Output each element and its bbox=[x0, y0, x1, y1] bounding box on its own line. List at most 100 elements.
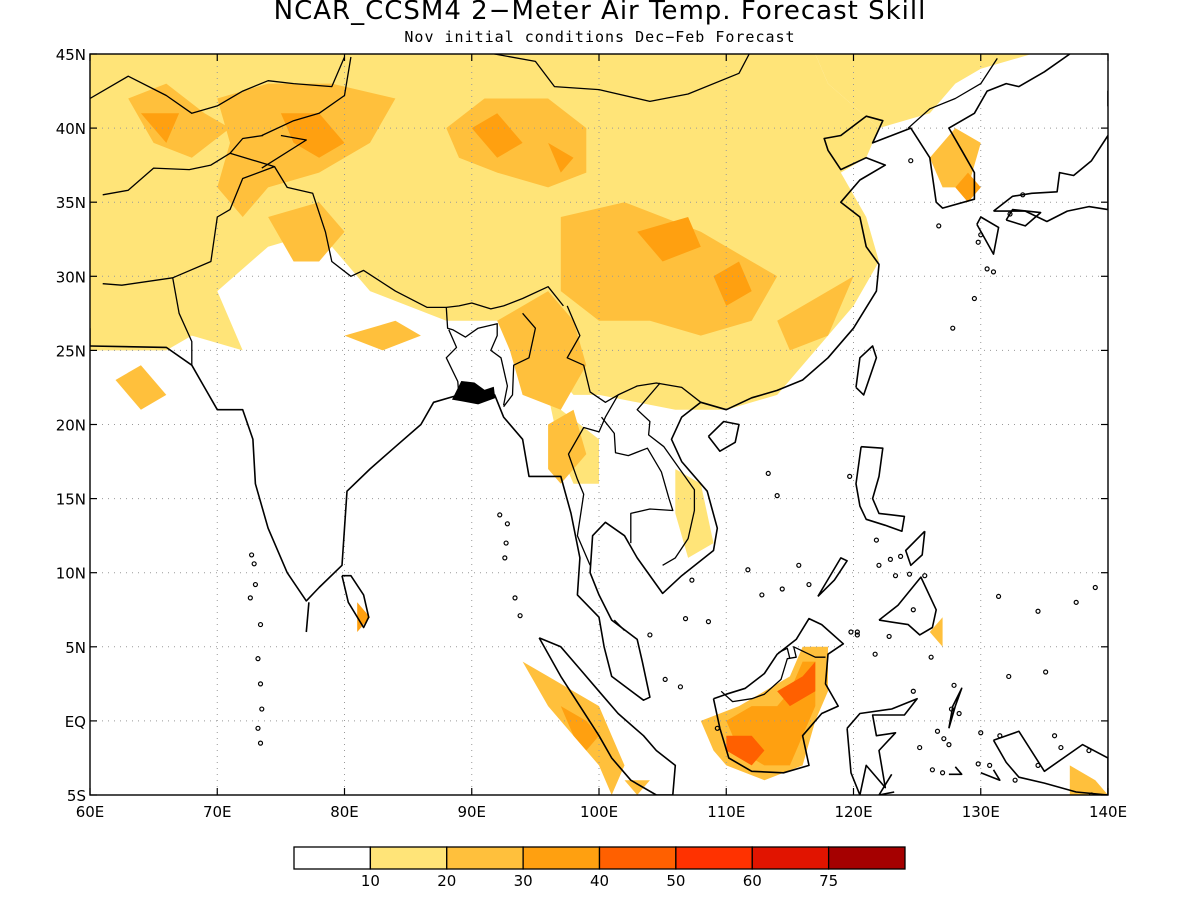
country-border bbox=[636, 382, 696, 566]
island-mark bbox=[504, 521, 510, 527]
island-mark bbox=[647, 632, 653, 638]
country-border bbox=[613, 619, 625, 631]
filled-water-layer bbox=[451, 380, 496, 405]
country-border bbox=[720, 646, 826, 703]
island-mark bbox=[662, 676, 668, 683]
axis-ticks: 60E 70E 80E 90E 100E 110E 120E 130E 140E 45N 40N 35… bbox=[56, 46, 1127, 821]
coastline bbox=[846, 697, 918, 795]
island-mark bbox=[971, 295, 977, 302]
island-mark bbox=[255, 725, 261, 731]
island-mark bbox=[249, 552, 255, 558]
island-mark bbox=[714, 725, 720, 731]
island-mark bbox=[922, 573, 928, 579]
colorbar-swatch bbox=[522, 846, 601, 870]
lat-tick-label: 5N bbox=[65, 639, 86, 657]
island-mark bbox=[995, 593, 1002, 600]
skill-region-level-3 bbox=[560, 706, 599, 751]
colorbar-label: 40 bbox=[590, 872, 609, 890]
colorbar: 10 20 30 40 50 60 75 bbox=[293, 846, 906, 890]
island-mark bbox=[257, 681, 264, 687]
island-mark bbox=[941, 736, 947, 742]
coastline bbox=[305, 602, 310, 633]
lat-tick-label: 5S bbox=[67, 787, 86, 805]
skill-region-level-2 bbox=[929, 128, 981, 188]
coastline bbox=[855, 445, 906, 533]
lat-tick-label: 10N bbox=[56, 565, 86, 583]
country-border bbox=[503, 312, 537, 408]
island-mark bbox=[848, 629, 854, 635]
island-mark bbox=[984, 266, 990, 272]
coastline bbox=[341, 574, 370, 629]
coastline bbox=[992, 730, 1108, 795]
colorbar-swatch bbox=[751, 846, 830, 870]
island-mark bbox=[950, 325, 956, 331]
country-border bbox=[172, 277, 193, 366]
island-mark bbox=[978, 232, 984, 238]
island-mark bbox=[917, 744, 923, 751]
lon-tick-label: 110E bbox=[707, 803, 745, 821]
skill-region-level-3 bbox=[357, 602, 370, 632]
coastline bbox=[1107, 90, 1108, 107]
country-border bbox=[102, 152, 276, 286]
skill-region-level-2 bbox=[128, 83, 230, 158]
colorbar-label: 50 bbox=[666, 872, 685, 890]
island-mark bbox=[956, 710, 962, 717]
skill-region-level-2 bbox=[624, 780, 650, 795]
island-mark bbox=[1006, 673, 1012, 680]
coastline bbox=[538, 637, 677, 795]
island-mark bbox=[517, 613, 523, 619]
island-mark bbox=[502, 555, 508, 561]
country-border bbox=[90, 56, 346, 114]
island-mark bbox=[806, 581, 812, 588]
lat-tick-label: 15N bbox=[56, 491, 86, 509]
island-mark bbox=[1012, 777, 1018, 783]
island-mark bbox=[774, 493, 780, 499]
island-mark bbox=[765, 470, 771, 477]
skill-region-level-2 bbox=[344, 320, 421, 351]
coastline bbox=[948, 766, 963, 776]
skill-region-level-3 bbox=[955, 172, 981, 203]
island-mark bbox=[252, 581, 259, 588]
island-mark bbox=[975, 761, 981, 767]
skill-region-level-3 bbox=[140, 113, 180, 143]
lon-tick-label: 60E bbox=[76, 803, 105, 821]
skill-region-level-2 bbox=[268, 202, 345, 262]
island-mark bbox=[677, 684, 684, 690]
country-border bbox=[490, 54, 750, 103]
skill-region-level-2 bbox=[497, 291, 587, 410]
island-mark bbox=[1043, 669, 1049, 675]
island-mark bbox=[796, 562, 802, 568]
island-mark bbox=[854, 632, 860, 638]
island-mark bbox=[929, 767, 935, 773]
island-mark bbox=[951, 682, 957, 688]
island-mark bbox=[886, 633, 892, 640]
island-mark bbox=[1035, 608, 1041, 614]
colorbar-swatch bbox=[446, 846, 524, 870]
island-mark bbox=[939, 770, 946, 776]
country-border bbox=[802, 54, 804, 55]
island-mark bbox=[247, 595, 253, 601]
lat-tick-label: 40N bbox=[56, 120, 86, 138]
colorbar-label: 10 bbox=[361, 872, 380, 890]
coastline bbox=[976, 216, 1000, 255]
island-mark bbox=[873, 537, 880, 543]
island-mark bbox=[705, 619, 712, 625]
country-border bbox=[445, 329, 460, 398]
island-mark bbox=[255, 656, 261, 662]
island-mark bbox=[934, 728, 941, 734]
lon-tick-label: 90E bbox=[457, 803, 486, 821]
lon-tick-label: 100E bbox=[580, 803, 618, 821]
island-mark bbox=[745, 567, 751, 573]
country-border bbox=[261, 56, 352, 137]
island-mark bbox=[906, 571, 913, 577]
island-mark bbox=[512, 595, 518, 601]
colorbar-swatch bbox=[675, 846, 753, 870]
skill-region-level-3 bbox=[637, 217, 701, 262]
colorbar-swatch bbox=[293, 846, 372, 870]
lat-tick-label: 35N bbox=[56, 194, 86, 212]
island-mark bbox=[990, 269, 997, 275]
island-mark bbox=[908, 158, 914, 164]
country-border bbox=[229, 134, 264, 154]
island-mark bbox=[936, 223, 942, 229]
island-mark bbox=[997, 733, 1003, 739]
